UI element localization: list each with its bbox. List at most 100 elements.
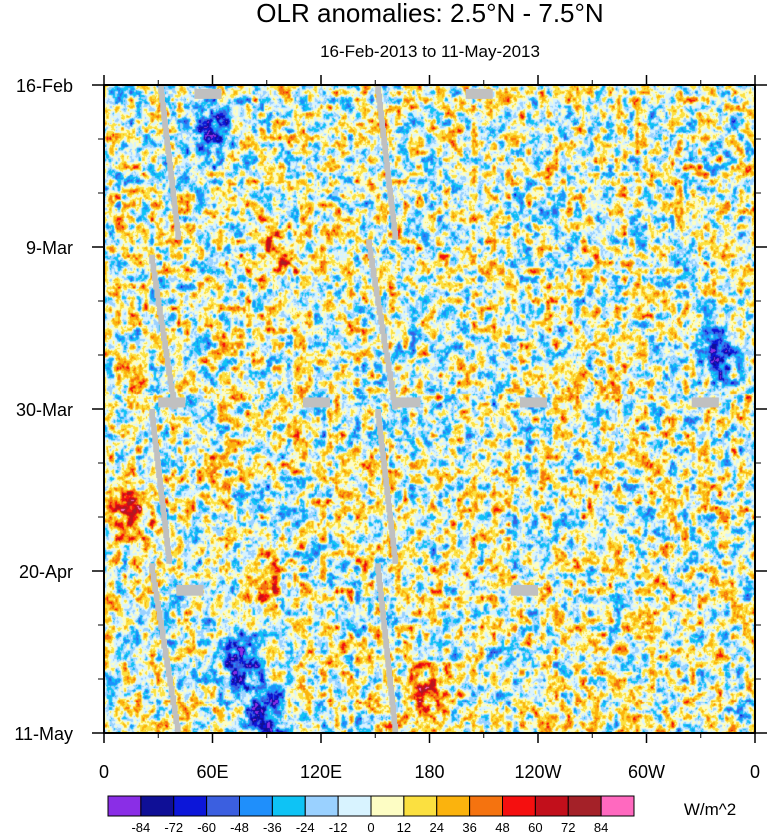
missing-cell — [164, 136, 171, 146]
missing-cell — [162, 119, 169, 129]
missing-cell — [382, 469, 389, 479]
missing-cell — [162, 648, 169, 659]
missing-cell — [161, 638, 168, 649]
missing-cell — [157, 306, 163, 316]
missing-cell — [167, 162, 174, 172]
missing-cell — [376, 93, 383, 103]
missing-cell — [385, 494, 392, 504]
missing-cell — [150, 417, 156, 427]
missing-cell — [387, 511, 394, 521]
colorbar-swatch — [534, 795, 569, 817]
colorbar-swatch — [469, 795, 503, 817]
y-tick-label: 11-May — [14, 724, 73, 744]
missing-cell — [390, 213, 397, 223]
missing-cell — [384, 352, 391, 363]
missing-cell — [375, 295, 382, 306]
missing-cell — [151, 271, 158, 281]
missing-cell — [164, 357, 171, 367]
missing-cell — [373, 286, 380, 297]
missing-cell — [154, 289, 161, 299]
colorbar-swatch — [206, 795, 240, 817]
missing-cell — [168, 685, 175, 696]
missing-cell — [149, 563, 155, 574]
colorbar-swatch — [271, 795, 306, 817]
missing-cell — [366, 239, 372, 250]
missing-cell — [388, 196, 395, 206]
y-tick-label: 9-Mar — [26, 238, 73, 258]
missing-cell — [376, 572, 383, 583]
missing-cell — [378, 591, 385, 602]
missing-cell — [173, 213, 180, 223]
missing-cell — [385, 361, 392, 372]
colorbar-level-label: 0 — [367, 820, 374, 834]
missing-cell — [159, 323, 166, 333]
missing-cell — [165, 667, 172, 677]
colorbar-level-label: -72 — [164, 820, 183, 834]
colorbar-level-label: 48 — [495, 820, 509, 834]
missing-cell — [383, 638, 390, 649]
missing-cell — [159, 629, 166, 640]
missing-cell — [163, 349, 170, 359]
x-tick-label: 0 — [99, 762, 109, 782]
missing-cell — [380, 610, 387, 621]
colorbar-swatch — [403, 795, 438, 817]
colorbar: -84 -72 -60 -48 -36 -24 -12 0 12 24 36 48 60 72 84 — [107, 795, 635, 834]
missing-cell — [381, 460, 388, 470]
colorbar-level-label: 72 — [561, 820, 575, 834]
x-tick-label: 60E — [196, 762, 228, 782]
missing-cell — [153, 443, 160, 453]
missing-cell — [383, 153, 390, 163]
missing-cell — [392, 230, 399, 240]
missing-cell — [158, 486, 165, 496]
missing-cell — [174, 723, 181, 734]
colorbar-swatch — [600, 795, 635, 817]
y-tick-label: 16-Feb — [16, 76, 73, 96]
x-tick-label: 120W — [514, 762, 561, 782]
missing-cell — [387, 371, 394, 382]
missing-cell — [377, 582, 384, 593]
missing-cell — [385, 170, 392, 180]
colorbar-level-label: 36 — [462, 820, 476, 834]
missing-cell — [386, 667, 393, 677]
missing-cell — [163, 127, 170, 137]
missing-cell — [159, 93, 166, 103]
missing-cell — [153, 591, 160, 602]
missing-cell — [165, 145, 172, 155]
x-axis: 0 60E 120E 180 120W 60W 0 — [99, 75, 760, 782]
missing-cell — [173, 714, 180, 725]
missing-bar-5 — [393, 397, 421, 408]
missing-cell — [152, 582, 159, 593]
missing-cell — [153, 280, 159, 290]
missing-cell — [165, 546, 172, 556]
missing-cell — [149, 254, 155, 264]
missing-cell — [392, 554, 399, 564]
missing-cell — [168, 170, 175, 180]
missing-streak-7 — [375, 409, 399, 564]
missing-cell — [149, 409, 155, 419]
missing-bar-9 — [510, 584, 538, 596]
missing-cell — [152, 434, 159, 444]
missing-cell — [164, 657, 171, 668]
colorbar-level-label: -36 — [263, 820, 282, 834]
missing-cell — [158, 85, 165, 95]
missing-cell — [171, 196, 178, 206]
missing-cell — [387, 676, 394, 687]
missing-cell — [155, 460, 162, 470]
missing-cell — [392, 723, 399, 734]
missing-cell — [172, 205, 179, 215]
missing-cell — [378, 434, 385, 444]
missing-cell — [376, 305, 383, 316]
missing-cell — [383, 477, 390, 487]
missing-cell — [382, 629, 389, 640]
missing-cell — [390, 704, 397, 715]
missing-cell — [163, 529, 170, 539]
colorbar-level-label: 24 — [430, 820, 444, 834]
missing-cell — [161, 511, 168, 521]
missing-cell — [162, 520, 169, 530]
chart-title: OLR anomalies: 2.5°N - 7.5°N — [256, 0, 603, 28]
colorbar-level-label: -84 — [131, 820, 150, 834]
missing-cell — [372, 277, 379, 287]
missing-cell — [170, 391, 176, 401]
missing-cell — [375, 409, 382, 419]
